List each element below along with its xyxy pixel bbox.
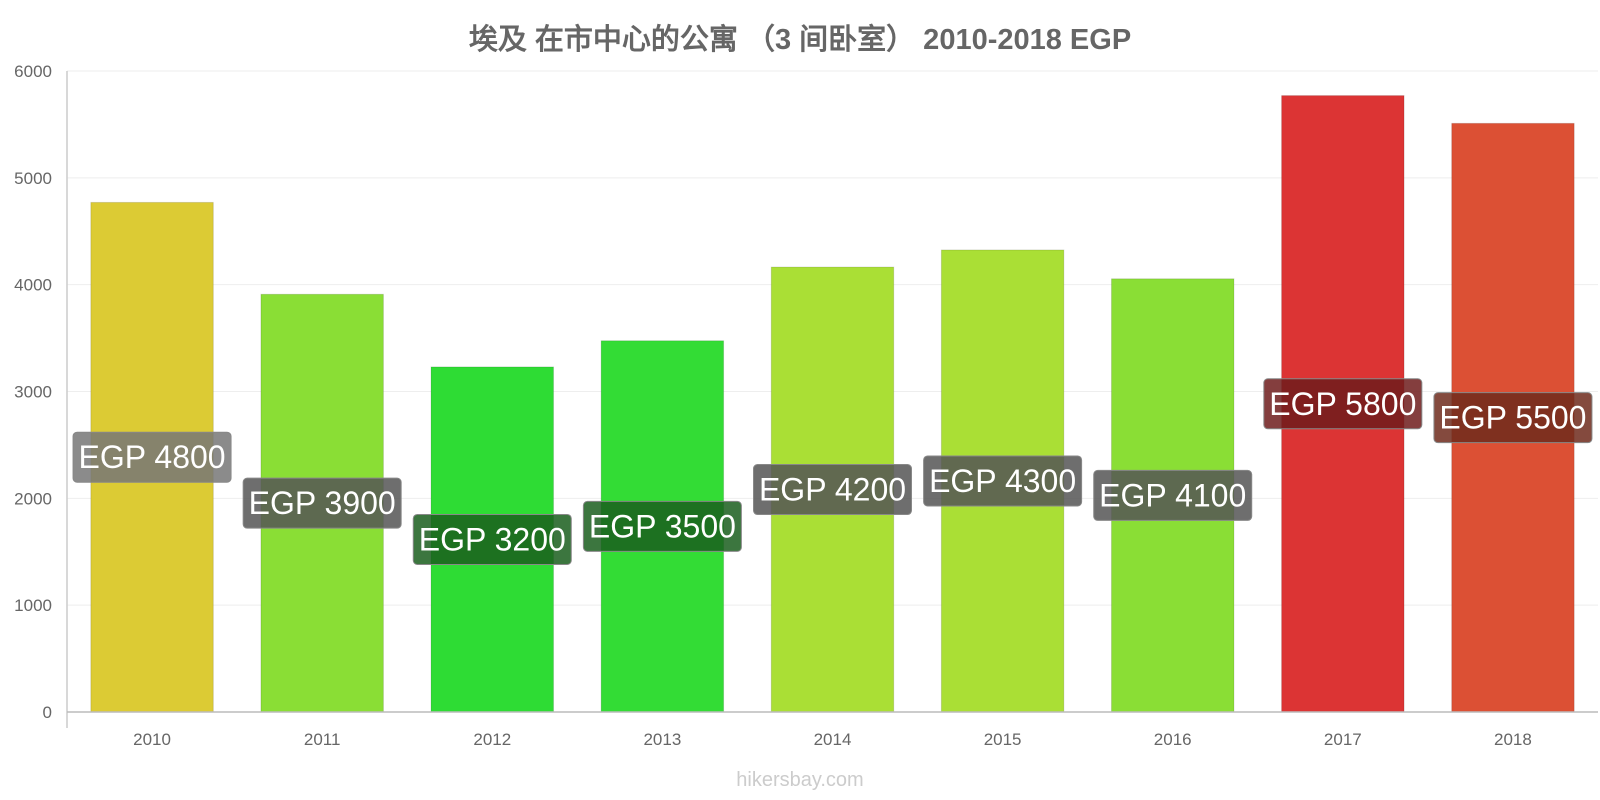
y-tick-label: 2000 xyxy=(14,489,52,508)
x-tick-label: 2017 xyxy=(1324,730,1362,749)
data-label-bg xyxy=(1093,469,1253,521)
x-tick-label: 2012 xyxy=(473,730,511,749)
x-tick-label: 2010 xyxy=(133,730,171,749)
x-tick-label: 2016 xyxy=(1154,730,1192,749)
data-label: EGP 5500 xyxy=(1439,400,1586,436)
data-labels: EGP 4800 EGP 3900 EGP 3200 EGP 3500 EGP 4200… xyxy=(72,378,1593,565)
x-tick-label: 2011 xyxy=(304,730,341,749)
data-label: EGP 4100 xyxy=(1099,477,1246,513)
watermark: hikersbay.com xyxy=(736,769,864,791)
y-tick-label: 5000 xyxy=(14,169,52,188)
y-tick-label: 4000 xyxy=(14,276,52,295)
data-label-bg xyxy=(923,455,1083,507)
y-tick-label: 3000 xyxy=(14,383,52,402)
axes: 0 1000 2000 3000 4000 5000 6000 2010 2011 2012 201… xyxy=(14,62,1598,749)
y-tick-label: 6000 xyxy=(14,62,52,81)
data-label-bg xyxy=(412,513,572,565)
data-label: EGP 4800 xyxy=(79,439,226,475)
x-tick-label: 2015 xyxy=(984,730,1022,749)
data-label: EGP 4200 xyxy=(759,472,906,508)
data-label-bg xyxy=(72,431,232,483)
x-tick-label: 2014 xyxy=(814,730,852,749)
chart-title: 埃及 在市中心的公寓 （3 间卧室） 2010-2018 EGP xyxy=(468,24,1132,56)
x-tick-label: 2013 xyxy=(643,730,681,749)
data-label-bg xyxy=(582,500,742,552)
data-label: EGP 3200 xyxy=(419,521,566,557)
data-label-bg xyxy=(753,464,912,516)
data-label: EGP 4300 xyxy=(929,463,1076,499)
y-tick-label: 0 xyxy=(43,703,52,722)
y-tick-label: 1000 xyxy=(14,596,52,615)
data-label-bg xyxy=(1433,392,1593,444)
data-label: EGP 3500 xyxy=(589,508,736,544)
data-label-bg xyxy=(1263,378,1423,430)
data-label: EGP 3900 xyxy=(249,485,396,521)
x-tick-label: 2018 xyxy=(1494,730,1532,749)
data-label: EGP 5800 xyxy=(1269,386,1416,422)
data-label-bg xyxy=(242,477,402,529)
